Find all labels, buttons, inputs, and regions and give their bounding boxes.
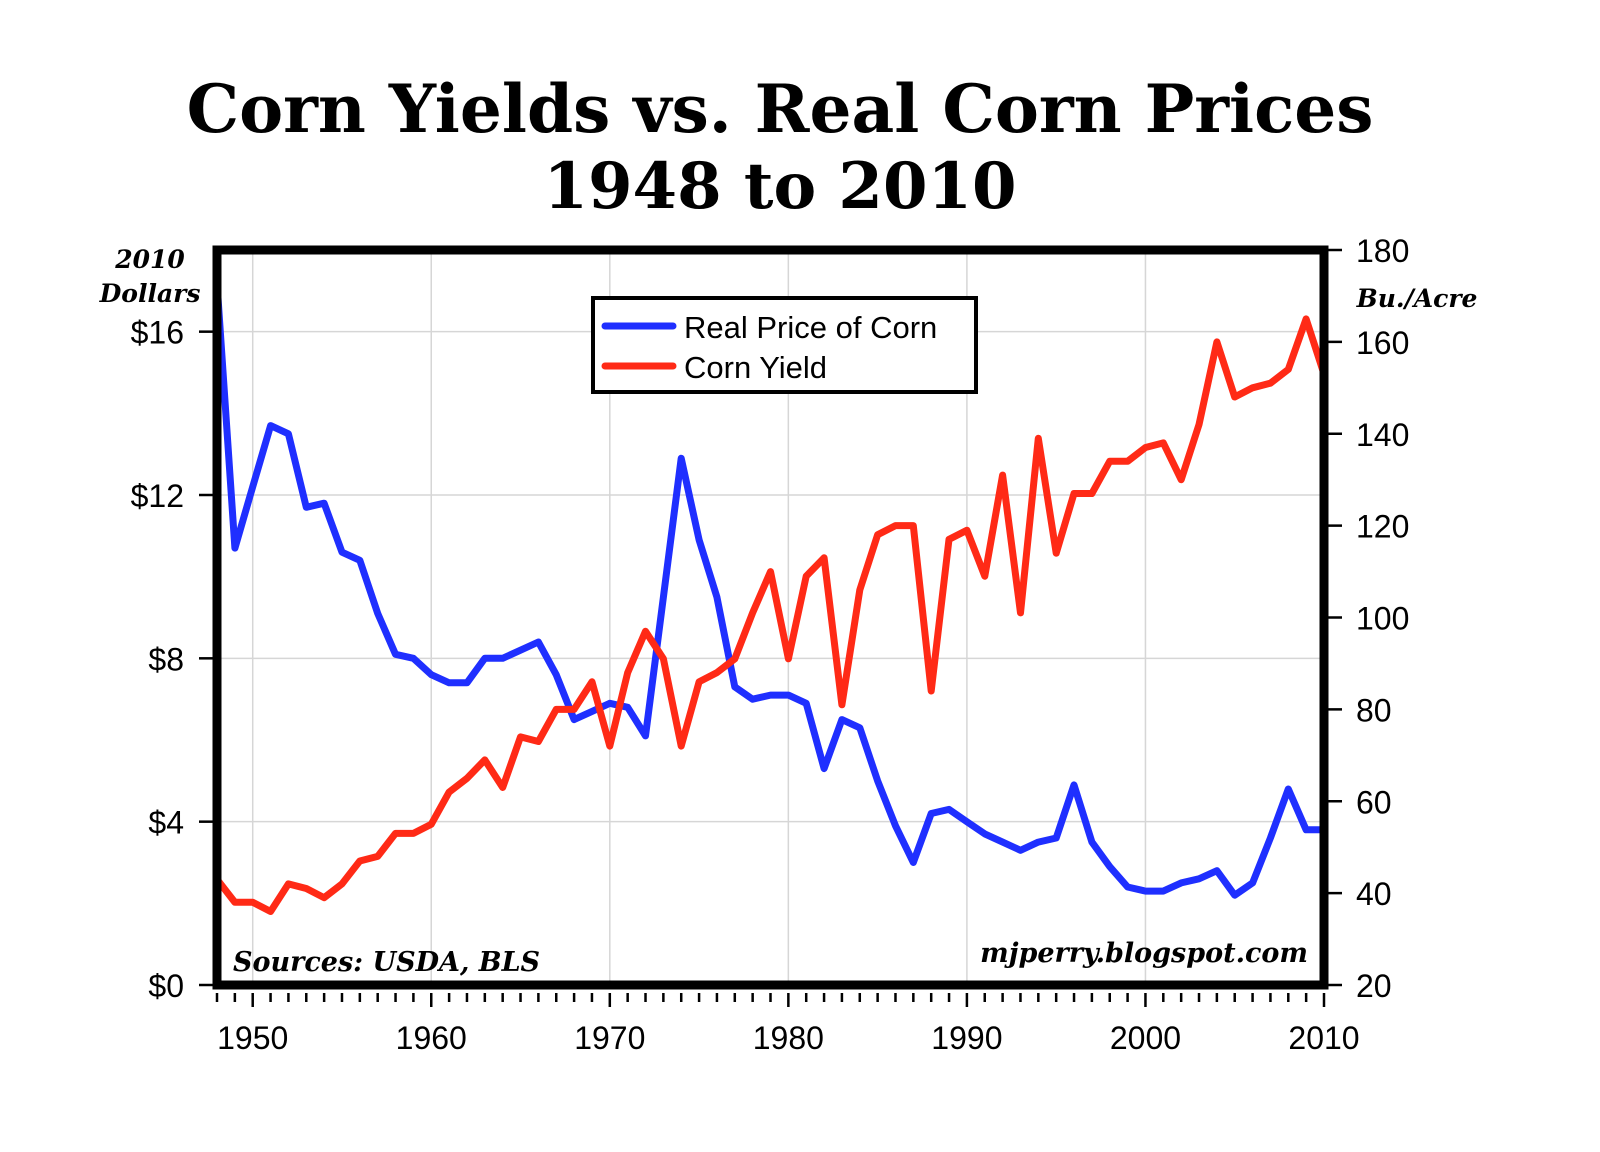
y-right-tick-label: 20 [1356,968,1392,1004]
y-left-tick-label: $8 [148,641,184,677]
y-right-tick-label: 100 [1356,601,1409,637]
axes: $0 $4 $8 $12 $16 20 40 60 80 100 120 140 160 180 1950 1… [131,233,1410,1056]
legend-label-real-price: Real Price of Corn [684,310,937,345]
legend-box [591,296,978,394]
y-right-tick-label: 80 [1356,692,1392,728]
chart-title: Corn Yields vs. Real Corn Prices [187,70,1374,148]
series-layer [213,279,1328,915]
x-tick-label: 2000 [1110,1020,1181,1056]
x-tick-label: 1980 [753,1020,824,1056]
y-left-tick-label: $4 [148,805,184,841]
series-line-real-price-of-corn [213,279,1328,899]
y-left-label-line1: 2010 [114,245,185,274]
y-right-tick-label: 120 [1356,509,1409,545]
x-tick-label: 1950 [217,1020,288,1056]
legend-label-corn-yield: Corn Yield [684,350,827,385]
y-right-tick-label: 40 [1356,876,1392,912]
legend: Real Price of Corn Corn Yield [591,296,978,394]
watermark-text: mjperry.blogspot.com [980,938,1308,969]
y-right-tick-label: 60 [1356,784,1392,820]
plot-frame [212,245,1329,990]
x-tick-label: 2010 [1288,1020,1359,1056]
y-left-tick-label: $0 [148,968,184,1004]
y-right-label: Bu./Acre [1356,284,1478,313]
source-note: Sources: USDA, BLS [233,947,540,978]
x-tick-label: 1970 [574,1020,645,1056]
chart-subtitle: 1948 to 2010 [543,149,1016,224]
series-line-corn-yield [213,315,1328,915]
y-right-tick-label: 160 [1356,325,1409,361]
x-tick-label: 1960 [396,1020,467,1056]
x-tick-label: 1990 [931,1020,1002,1056]
y-right-tick-label: 180 [1356,233,1409,269]
y-right-tick-label: 140 [1356,417,1409,453]
y-left-tick-label: $12 [131,478,184,514]
y-left-label-line2: Dollars [99,279,201,308]
y-left-tick-label: $16 [131,315,184,351]
